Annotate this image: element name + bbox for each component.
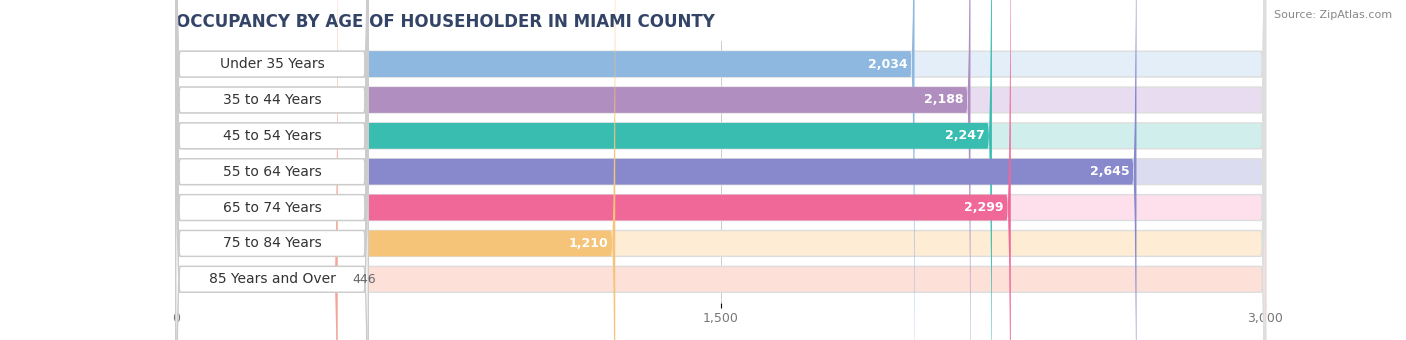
Text: 55 to 64 Years: 55 to 64 Years [222, 165, 322, 179]
FancyBboxPatch shape [176, 0, 991, 340]
FancyBboxPatch shape [176, 0, 1265, 340]
FancyBboxPatch shape [176, 0, 368, 340]
FancyBboxPatch shape [176, 0, 368, 340]
Text: 65 to 74 Years: 65 to 74 Years [222, 201, 322, 215]
Text: OCCUPANCY BY AGE OF HOUSEHOLDER IN MIAMI COUNTY: OCCUPANCY BY AGE OF HOUSEHOLDER IN MIAMI… [176, 13, 714, 31]
FancyBboxPatch shape [176, 0, 337, 340]
FancyBboxPatch shape [176, 0, 1265, 340]
Text: 2,188: 2,188 [924, 94, 963, 106]
FancyBboxPatch shape [176, 0, 1265, 340]
Text: 75 to 84 Years: 75 to 84 Years [222, 236, 322, 251]
Text: 2,247: 2,247 [945, 129, 984, 142]
Text: 45 to 54 Years: 45 to 54 Years [222, 129, 322, 143]
Text: 1,210: 1,210 [568, 237, 607, 250]
FancyBboxPatch shape [176, 0, 368, 340]
FancyBboxPatch shape [176, 0, 1265, 340]
Text: 35 to 44 Years: 35 to 44 Years [222, 93, 322, 107]
FancyBboxPatch shape [176, 0, 368, 340]
FancyBboxPatch shape [176, 0, 1011, 340]
FancyBboxPatch shape [176, 0, 1136, 340]
FancyBboxPatch shape [176, 0, 616, 340]
Text: Under 35 Years: Under 35 Years [219, 57, 325, 71]
Text: 2,645: 2,645 [1090, 165, 1129, 178]
FancyBboxPatch shape [176, 0, 970, 340]
Text: 446: 446 [353, 273, 375, 286]
FancyBboxPatch shape [176, 0, 368, 340]
Text: Source: ZipAtlas.com: Source: ZipAtlas.com [1274, 10, 1392, 20]
Text: 2,299: 2,299 [965, 201, 1004, 214]
FancyBboxPatch shape [176, 0, 1265, 340]
Text: 2,034: 2,034 [868, 57, 907, 71]
FancyBboxPatch shape [176, 0, 368, 340]
FancyBboxPatch shape [176, 0, 1265, 340]
Text: 85 Years and Over: 85 Years and Over [208, 272, 336, 286]
FancyBboxPatch shape [176, 0, 914, 340]
FancyBboxPatch shape [176, 0, 368, 340]
FancyBboxPatch shape [176, 0, 1265, 340]
